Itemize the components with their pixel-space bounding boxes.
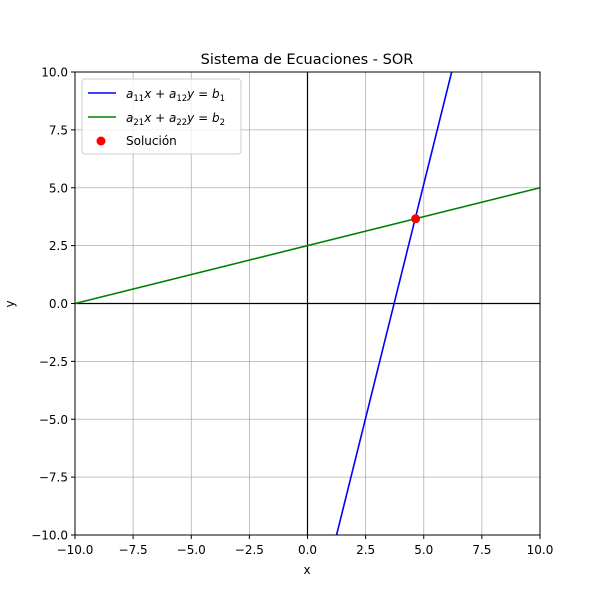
y-axis-label: y: [3, 300, 17, 307]
x-tick-label: −10.0: [57, 543, 94, 557]
legend-label-3: Solución: [126, 134, 177, 148]
solution-point: [411, 214, 421, 224]
x-tick-label: −7.5: [119, 543, 148, 557]
x-axis-ticks: −10.0 −7.5 −5.0 −2.5 0.0 2.5 5.0 7.5 10.0: [57, 535, 554, 557]
y-tick-label: 2.5: [49, 239, 68, 253]
series-line-2: [74, 186, 541, 305]
x-tick-label: −5.0: [177, 543, 206, 557]
y-tick-label: −5.0: [39, 413, 68, 427]
zero-axis-lines: [75, 72, 540, 535]
legend-box: [81, 78, 242, 155]
y-tick-label: 10.0: [41, 66, 68, 80]
y-tick-label: −7.5: [39, 471, 68, 485]
plot-area: [74, 71, 541, 536]
x-tick-label: 0.0: [298, 543, 317, 557]
legend-swatch-marker-3: [96, 136, 106, 146]
y-tick-label: 5.0: [49, 181, 68, 195]
x-tick-label: 10.0: [527, 543, 554, 557]
y-axis-ticks: −10.0 −7.5 −5.0 −2.5 0.0 2.5 5.0 7.5 10.0: [31, 66, 75, 543]
x-axis-label: x: [303, 563, 310, 577]
x-tick-label: 5.0: [414, 543, 433, 557]
y-tick-label: 0.0: [49, 297, 68, 311]
series-layer: [74, 71, 541, 536]
chart-title: Sistema de Ecuaciones - SOR: [201, 52, 414, 68]
legend-label-2: a21x + a22y = b2: [126, 111, 225, 128]
y-tick-label: 7.5: [49, 123, 68, 137]
x-tick-label: 2.5: [356, 543, 375, 557]
series-line-1: [335, 71, 453, 536]
x-tick-label: −2.5: [235, 543, 264, 557]
y-tick-label: −2.5: [39, 355, 68, 369]
legend: a11x + a12y = b1 a21x + a22y = b2 Soluci…: [81, 78, 242, 155]
y-tick-label: −10.0: [31, 529, 68, 543]
legend-label-1: a11x + a12y = b1: [126, 87, 225, 104]
x-tick-label: 7.5: [472, 543, 491, 557]
